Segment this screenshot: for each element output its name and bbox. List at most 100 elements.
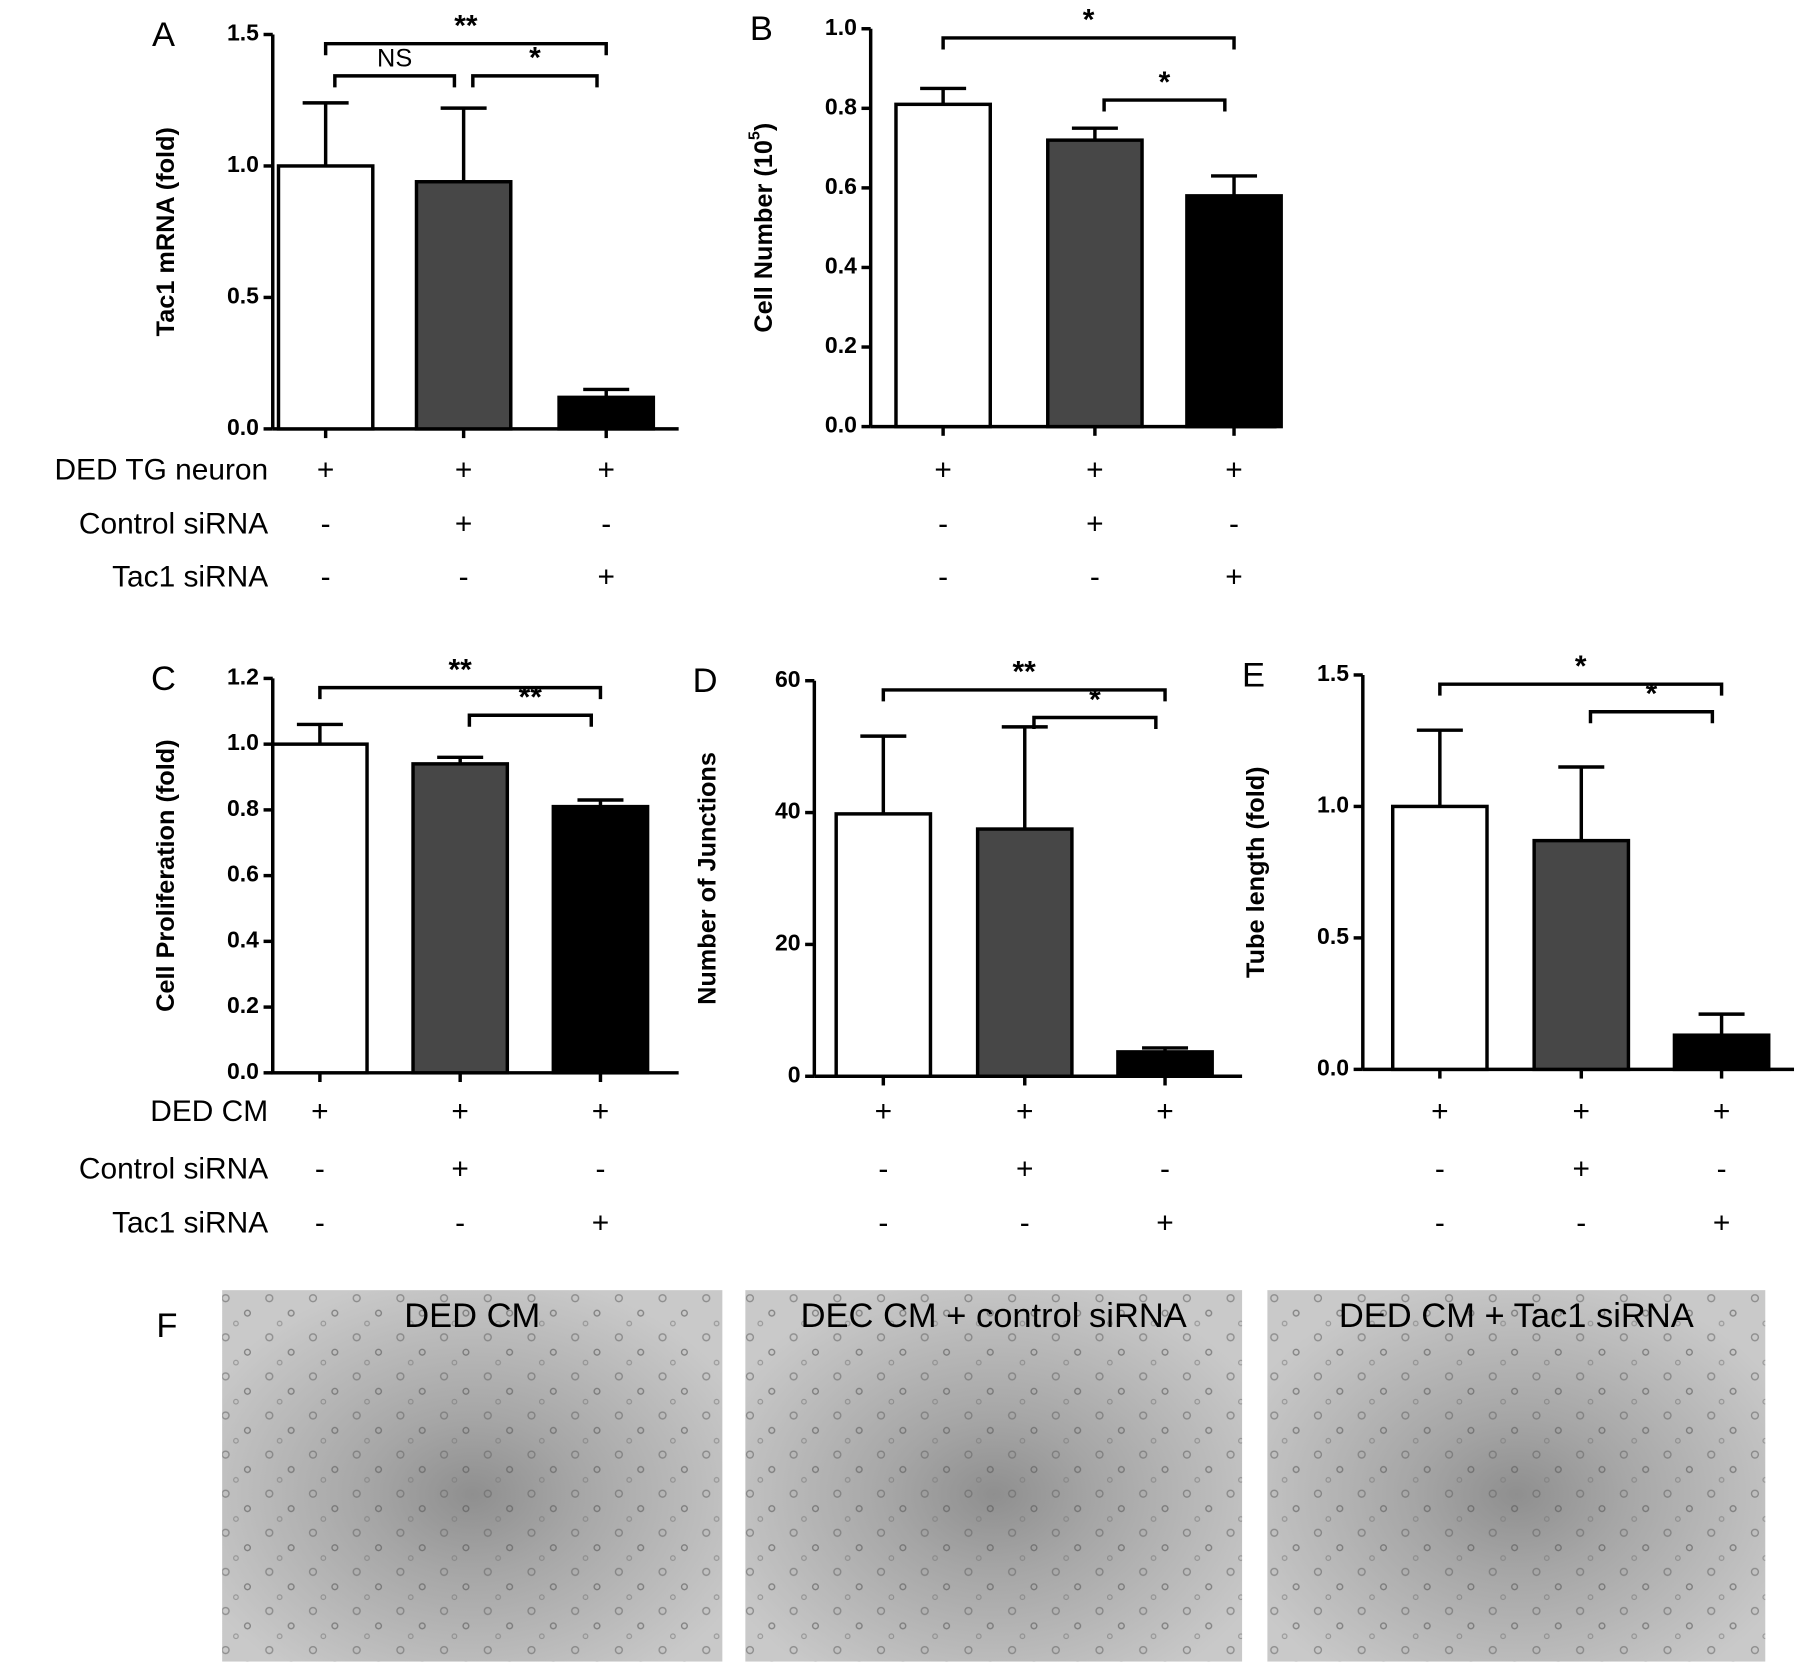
- panel-letter: C: [151, 660, 176, 698]
- condition-sign: -: [1576, 1206, 1586, 1239]
- bar: [1532, 838, 1631, 1072]
- condition-sign: -: [321, 507, 331, 540]
- bar: [276, 164, 375, 431]
- y-tick-label: 0.0: [825, 412, 857, 438]
- condition-sign: -: [1160, 1152, 1170, 1185]
- significance-label: *: [1646, 678, 1658, 711]
- y-tick-label: 1.2: [227, 663, 259, 689]
- condition-sign: +: [1225, 560, 1242, 593]
- y-tick-label: 1.5: [227, 20, 259, 46]
- significance-bracket: [1588, 710, 1715, 724]
- condition-sign: -: [455, 1206, 465, 1239]
- bar: [1046, 138, 1144, 429]
- condition-label: Tac1 siRNA: [112, 1206, 268, 1239]
- bar: [1390, 804, 1489, 1072]
- condition-sign: +: [1573, 1095, 1590, 1128]
- significance-bracket: [318, 685, 603, 700]
- condition-sign: +: [451, 1095, 468, 1128]
- condition-sign: +: [1086, 453, 1103, 486]
- significance-label: NS: [377, 44, 412, 72]
- y-label-text: Cell Proliferation (fold): [152, 739, 180, 1011]
- panel-letter: E: [1242, 656, 1265, 694]
- condition-label: Control siRNA: [79, 1152, 268, 1185]
- significance-bracket: [333, 74, 457, 88]
- bar: [1185, 194, 1283, 429]
- bar: [1672, 1033, 1771, 1072]
- micrograph-caption: DED CM + Tac1 siRNA: [1339, 1297, 1694, 1335]
- y-tick-label: 0.5: [227, 283, 259, 309]
- significance-label: *: [1575, 650, 1587, 683]
- condition-sign: +: [311, 1095, 328, 1128]
- condition-label: DED CM: [150, 1095, 268, 1128]
- condition-sign: -: [321, 560, 331, 593]
- y-label-sup: 5: [746, 131, 764, 140]
- condition-sign: +: [1713, 1206, 1730, 1239]
- condition-sign: -: [1717, 1152, 1727, 1185]
- significance-label: *: [1159, 66, 1171, 99]
- y-axis-label: Cell Number (105): [746, 123, 778, 333]
- significance-label: **: [1013, 656, 1037, 689]
- y-tick-label: 20: [775, 929, 801, 955]
- y-axis-label: Number of Junctions: [693, 752, 721, 1005]
- bar: [894, 102, 992, 429]
- y-tick-label: 0.0: [1317, 1054, 1349, 1080]
- y-tick-label: 0.5: [1317, 923, 1349, 949]
- significance-bracket: [1032, 715, 1158, 730]
- condition-label: Control siRNA: [79, 507, 268, 540]
- condition-sign: -: [1020, 1206, 1030, 1239]
- condition-sign: -: [315, 1152, 325, 1185]
- condition-sign: +: [1156, 1095, 1173, 1128]
- condition-sign: +: [1431, 1095, 1448, 1128]
- condition-sign: +: [455, 453, 472, 486]
- panel-letter: A: [152, 16, 175, 54]
- condition-sign: -: [938, 560, 948, 593]
- condition-sign: +: [597, 560, 614, 593]
- micrograph-caption: DED CM: [404, 1297, 540, 1335]
- y-tick-label: 40: [775, 798, 801, 824]
- condition-sign: +: [1086, 507, 1103, 540]
- condition-sign: -: [459, 560, 469, 593]
- condition-sign: +: [592, 1095, 609, 1128]
- micrograph-cells: [222, 1290, 723, 1662]
- micrograph-caption: DEC CM + control siRNA: [801, 1297, 1187, 1335]
- significance-bracket: [1102, 98, 1227, 112]
- micrograph-cells: [745, 1290, 1243, 1662]
- micrograph-cells: [1267, 1290, 1766, 1662]
- y-axis-label: Tube length (fold): [1242, 766, 1270, 978]
- condition-sign: -: [595, 1152, 605, 1185]
- condition-sign: -: [601, 507, 611, 540]
- y-tick-label: 1.0: [1317, 792, 1349, 818]
- condition-sign: +: [451, 1152, 468, 1185]
- significance-label: *: [1083, 4, 1095, 37]
- condition-sign: +: [597, 453, 614, 486]
- significance-label: **: [449, 653, 473, 686]
- y-label-end: ): [750, 123, 778, 131]
- significance-label: **: [454, 9, 478, 42]
- significance-bracket: [1438, 682, 1724, 696]
- condition-sign: +: [875, 1095, 892, 1128]
- condition-sign: +: [934, 453, 951, 486]
- condition-sign: -: [878, 1206, 888, 1239]
- bar: [557, 395, 656, 431]
- bar: [834, 812, 933, 1078]
- condition-sign: -: [1435, 1206, 1445, 1239]
- significance-bracket: [941, 36, 1236, 50]
- condition-sign: +: [1713, 1095, 1730, 1128]
- y-tick-label: 0.6: [227, 861, 259, 887]
- condition-sign: +: [1016, 1095, 1033, 1128]
- y-tick-label: 0.8: [825, 93, 857, 119]
- y-tick-label: 1.0: [227, 151, 259, 177]
- y-tick-label: 0.0: [227, 1058, 259, 1084]
- y-tick-label: 0.2: [227, 992, 259, 1018]
- panel-letter: D: [693, 662, 718, 700]
- y-axis-label: Cell Proliferation (fold): [152, 739, 180, 1011]
- bar: [271, 742, 369, 1075]
- significance-bracket: [467, 713, 593, 727]
- condition-sign: +: [455, 507, 472, 540]
- y-tick-label: 0.4: [825, 253, 857, 279]
- bar: [414, 180, 513, 431]
- condition-sign: +: [317, 453, 334, 486]
- significance-label: *: [1089, 683, 1101, 716]
- y-tick-label: 1.0: [227, 729, 259, 755]
